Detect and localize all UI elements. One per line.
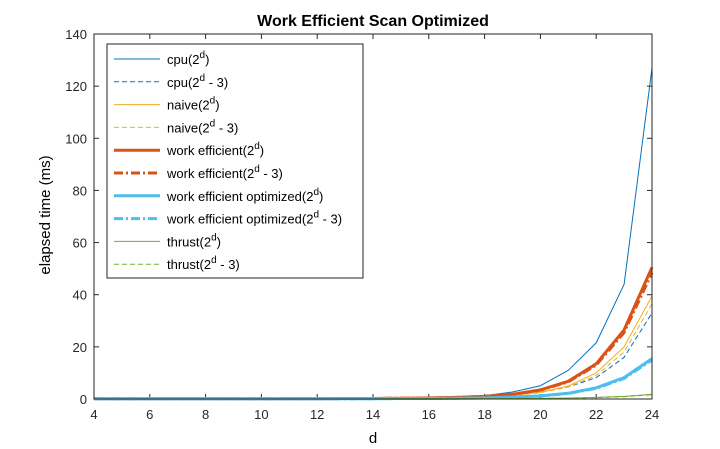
x-tick-label: 6 [146,407,153,422]
y-axis-label: elapsed time (ms) [37,155,54,274]
y-tick-label: 80 [73,183,87,198]
legend-label: cpu(2d) [167,50,209,67]
legend-label: cpu(2d - 3) [167,73,228,90]
x-axis-label: d [369,430,377,447]
legend-label: work efficient optimized(2d - 3) [166,210,342,227]
x-tick-label: 12 [310,407,324,422]
series-line-6 [94,357,653,401]
x-tick-label: 18 [477,407,491,422]
axis-ticks: 4 6 8 10 12 14 16 18 20 22 24 0 20 40 60 80 100 120 140 [65,27,659,422]
x-tick-label: 10 [254,407,268,422]
series-line-4 [94,266,654,401]
chart-title: Work Efficient Scan Optimized [257,13,489,30]
series-line-3 [94,303,653,400]
x-tick-label: 22 [589,407,603,422]
x-tick-label: 14 [366,407,380,422]
y-tick-label: 40 [73,288,87,303]
x-tick-label: 4 [90,407,97,422]
legend-label: thrust(2d) [167,232,221,249]
x-tick-label: 16 [422,407,436,422]
legend-label: work efficient optimized(2d) [166,187,323,204]
series-line-2 [94,295,653,400]
y-tick-label: 100 [65,131,87,146]
y-tick-label: 60 [73,236,87,251]
legend-label: naive(2d) [167,96,220,113]
legend: cpu(2d) cpu(2d - 3) naive(2d) naive(2d - 3)… [106,43,364,279]
legend-label: work efficient(2d - 3) [166,164,283,181]
x-tick-label: 20 [533,407,547,422]
axes-box [93,33,653,400]
legend-label: thrust(2d - 3) [167,255,240,272]
y-tick-label: 120 [65,79,87,94]
x-tick-label: 8 [202,407,209,422]
y-tick-label: 20 [73,340,87,355]
legend-label: work efficient(2d) [166,141,264,158]
y-tick-label: 140 [65,27,87,42]
y-tick-label: 0 [80,392,87,407]
x-tick-label: 24 [645,407,659,422]
legend-label: naive(2d - 3) [167,118,238,135]
legend-box [106,43,364,279]
